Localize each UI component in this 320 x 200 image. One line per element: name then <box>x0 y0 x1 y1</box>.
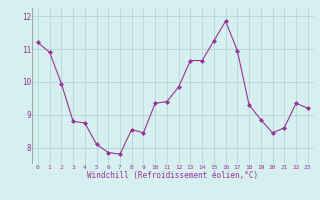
X-axis label: Windchill (Refroidissement éolien,°C): Windchill (Refroidissement éolien,°C) <box>87 171 258 180</box>
